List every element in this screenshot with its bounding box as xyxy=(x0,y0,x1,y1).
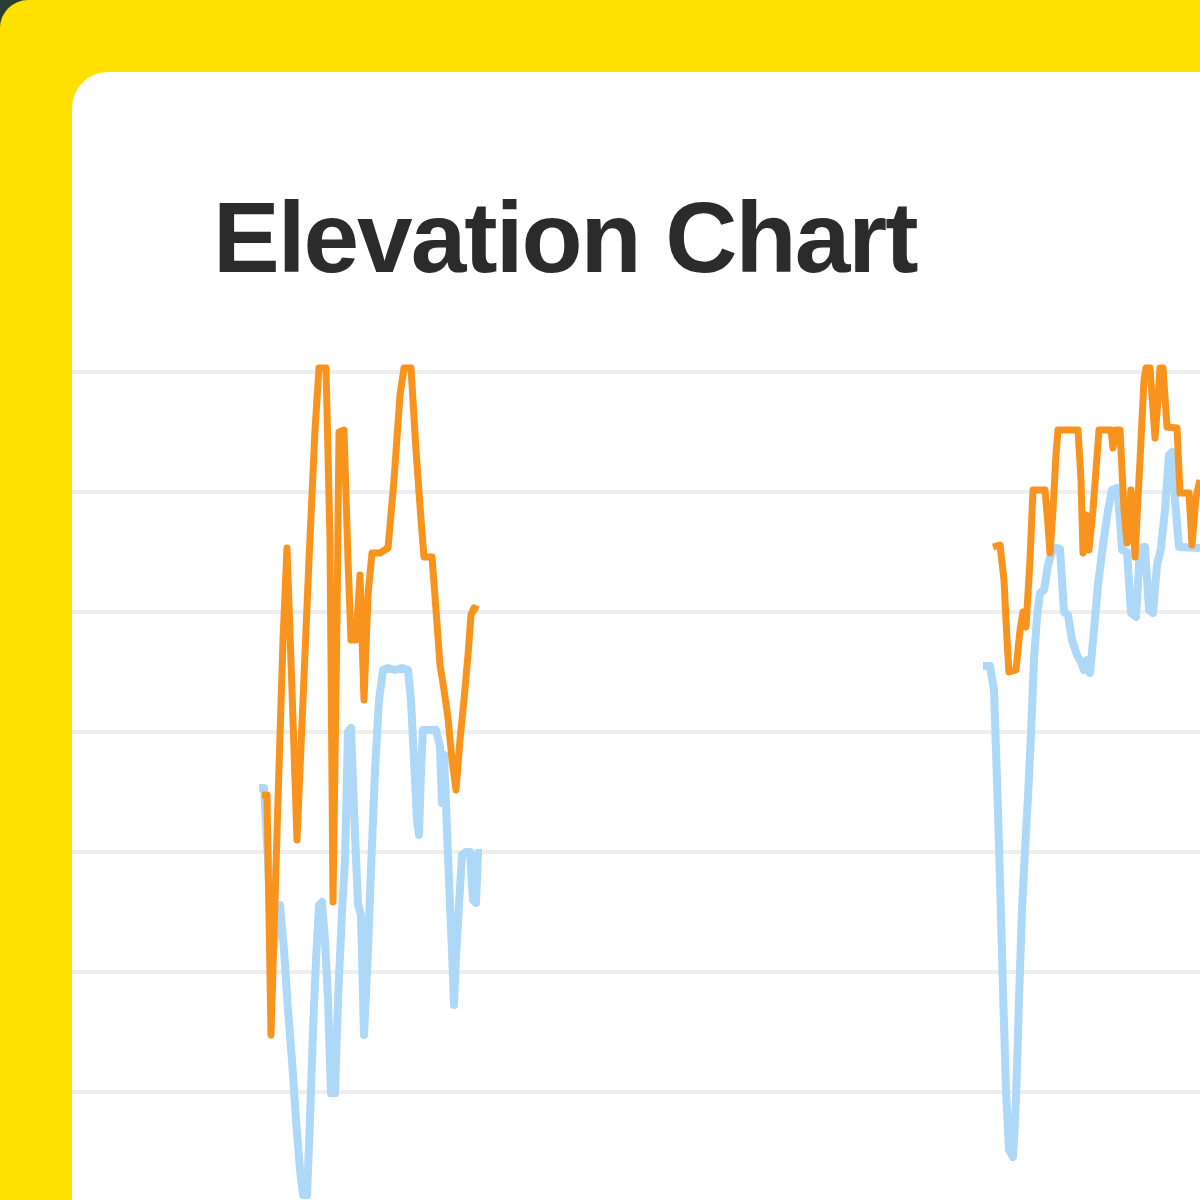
elevation-chart xyxy=(0,0,1200,1200)
blue-elevation-line xyxy=(983,452,1200,1157)
